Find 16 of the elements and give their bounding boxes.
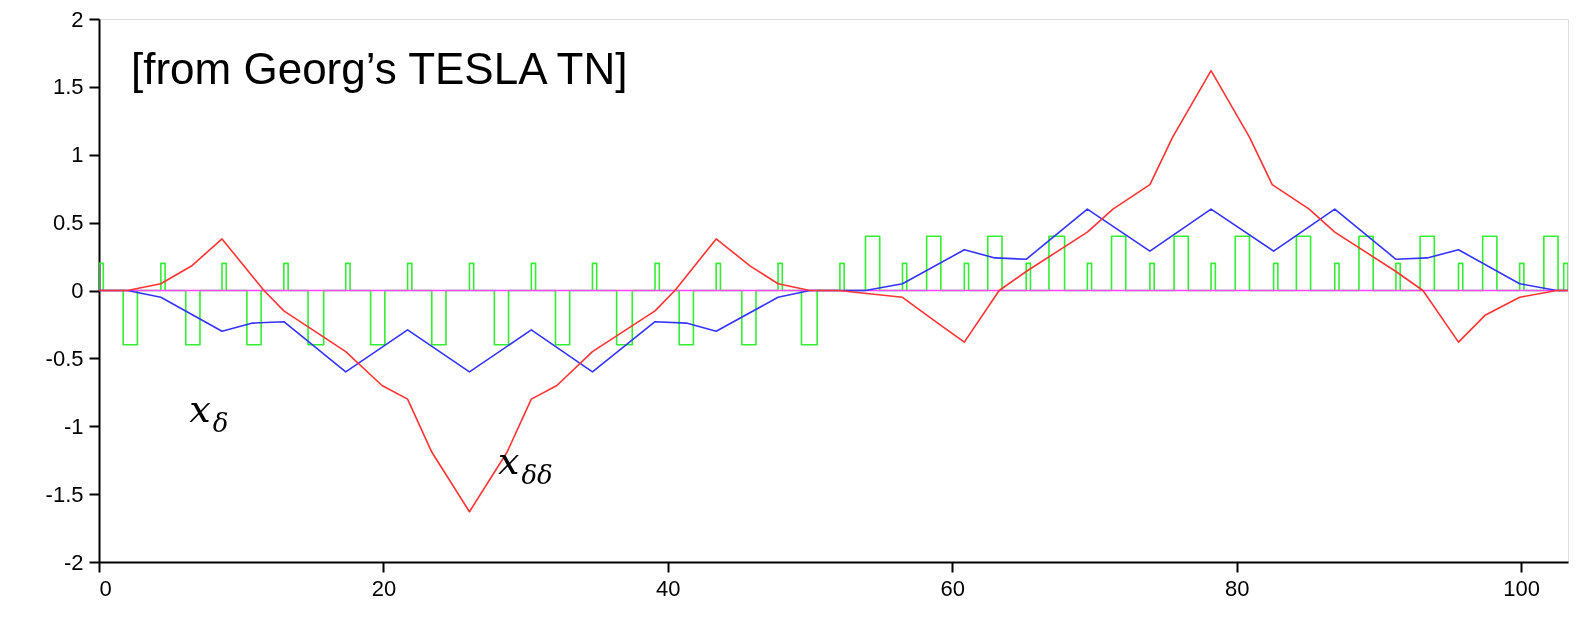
x-tick-label: 0	[99, 575, 112, 601]
x-tick-label: 60	[940, 575, 965, 601]
y-tick-label: 2	[71, 6, 84, 32]
x-tick-label: 20	[371, 575, 397, 601]
y-tick-label: -1	[63, 413, 84, 439]
x-tick-label: 40	[656, 575, 681, 601]
annotation: [from Georg’s TESLA TN]	[131, 44, 628, 93]
y-tick-label: -2	[63, 549, 84, 575]
y-tick-label: -1.5	[45, 481, 84, 507]
x-tick-label: 100	[1503, 575, 1540, 601]
x-tick-label: 80	[1224, 575, 1250, 601]
y-tick-label: 0	[71, 278, 84, 303]
y-tick-label: 0.5	[52, 210, 84, 236]
y-tick-label: 1.5	[52, 74, 84, 100]
y-tick-label: 1	[71, 142, 84, 168]
y-tick-label: -0.5	[45, 345, 84, 371]
